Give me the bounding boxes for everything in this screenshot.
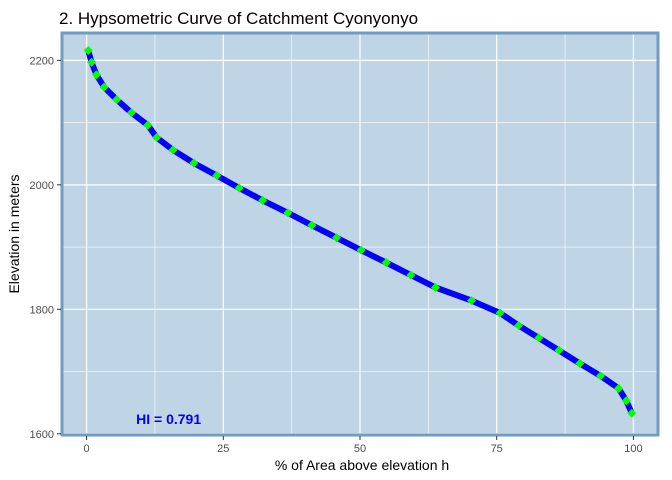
data-point [575, 358, 585, 368]
data-point [495, 308, 505, 318]
x-tick-label: 50 [354, 443, 366, 455]
data-point [283, 208, 293, 218]
x-axis-title: % of Area above elevation h [275, 457, 449, 473]
major-gridlines [62, 33, 658, 435]
y-axis-title: Elevation in meters [6, 174, 22, 293]
data-point [168, 145, 178, 155]
data-point [331, 233, 341, 243]
data-point [627, 408, 637, 418]
data-point [406, 270, 416, 280]
data-point [356, 245, 366, 255]
y-tick-label: 1600 [30, 429, 54, 441]
series-points-group [83, 45, 637, 418]
data-point [258, 195, 268, 205]
y-tick-label: 1800 [30, 304, 54, 316]
data-point [87, 57, 97, 67]
data-point [112, 95, 122, 105]
x-axis-ticks: 0 25 50 75 100 [84, 436, 643, 455]
data-point [514, 320, 524, 330]
y-tick-label: 2200 [30, 55, 54, 67]
x-tick-label: 75 [491, 443, 503, 455]
data-point [307, 220, 317, 230]
plot-panel-border [60, 31, 660, 437]
series-line-group [85, 47, 635, 417]
data-point [381, 258, 391, 268]
data-point [234, 183, 244, 193]
data-point [91, 70, 101, 80]
data-point [126, 108, 136, 118]
y-axis-ticks: 1600 1800 2000 2200 [30, 55, 61, 441]
data-point [467, 296, 477, 306]
x-tick-label: 25 [217, 443, 229, 455]
data-point [152, 133, 162, 143]
series-line [85, 47, 635, 417]
data-point [534, 333, 544, 343]
data-point [143, 120, 153, 130]
y-tick-label: 2000 [30, 180, 54, 192]
data-point [596, 371, 606, 381]
x-tick-label: 100 [624, 443, 642, 455]
data-point [99, 82, 109, 92]
chart-title: 2. Hypsometric Curve of Catchment Cyonyo… [59, 9, 418, 28]
data-point [614, 383, 624, 393]
data-point [430, 283, 440, 293]
data-point [554, 345, 564, 355]
x-tick-label: 0 [84, 443, 90, 455]
data-point [621, 396, 631, 406]
data-point [212, 171, 222, 181]
hi-annotation: HI = 0.791 [136, 411, 201, 427]
data-point [189, 158, 199, 168]
data-point [83, 45, 93, 55]
